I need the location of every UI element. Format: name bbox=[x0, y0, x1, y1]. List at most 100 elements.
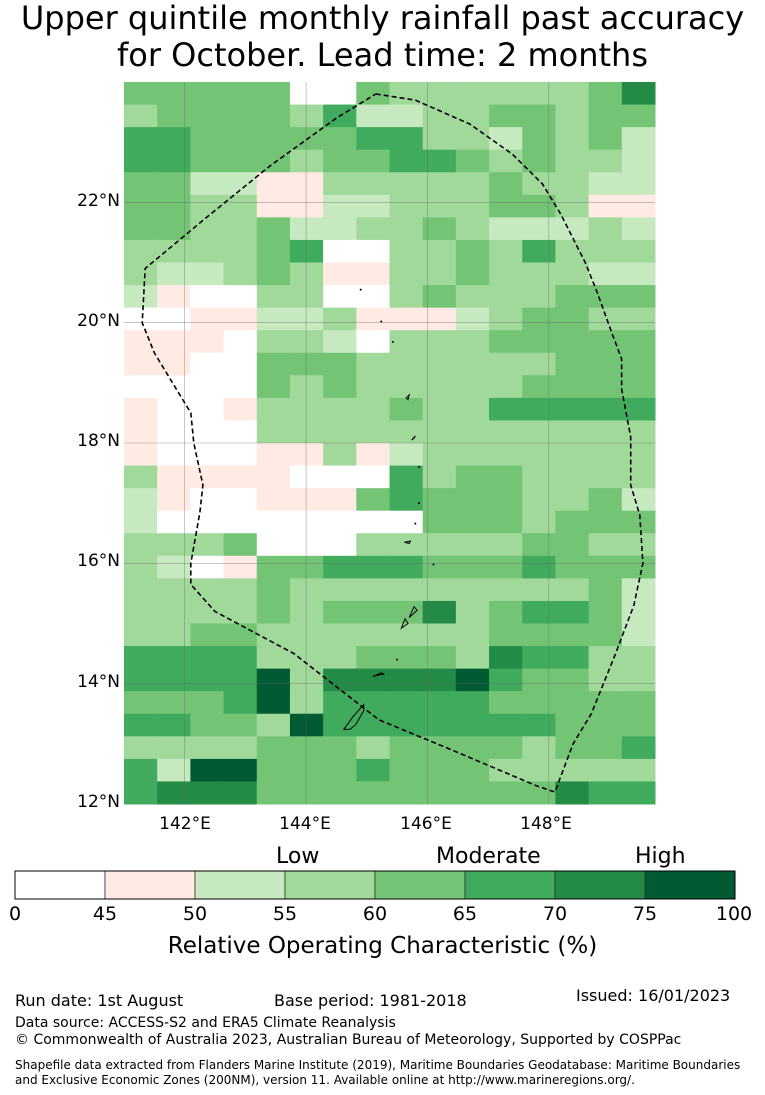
grid-cell bbox=[124, 127, 158, 151]
grid-cell bbox=[489, 691, 523, 715]
grid-cell bbox=[157, 82, 191, 106]
grid-cell bbox=[256, 465, 291, 489]
colorbar bbox=[14, 870, 736, 900]
grid-cell bbox=[455, 330, 490, 354]
island-outline bbox=[400, 617, 409, 630]
grid-cell bbox=[522, 420, 556, 444]
grid-cell bbox=[522, 352, 556, 376]
grid-cell bbox=[489, 352, 523, 376]
grid-cell bbox=[588, 375, 623, 399]
grid-cell bbox=[289, 736, 324, 760]
island-outline bbox=[404, 540, 412, 545]
grid-cell bbox=[455, 397, 490, 421]
grid-cell bbox=[522, 330, 556, 354]
grid-cell bbox=[323, 555, 357, 579]
grid-cell bbox=[289, 194, 324, 218]
grid-cell bbox=[422, 578, 457, 602]
grid-cell bbox=[356, 397, 390, 421]
grid-cell bbox=[190, 127, 225, 151]
grid-cell bbox=[190, 781, 225, 805]
grid-cell bbox=[124, 781, 158, 805]
grid-cell bbox=[157, 713, 191, 737]
grid-cell bbox=[256, 104, 291, 128]
grid-cell bbox=[157, 623, 191, 647]
grid-cell bbox=[422, 781, 457, 805]
grid-cell bbox=[489, 646, 523, 670]
grid-cell bbox=[522, 285, 556, 309]
grid-cell bbox=[256, 307, 291, 331]
grid-cell bbox=[323, 758, 357, 782]
grid-cell bbox=[124, 420, 158, 444]
grid-cell bbox=[588, 82, 623, 106]
grid-cell bbox=[489, 217, 523, 241]
grid-cell bbox=[389, 781, 424, 805]
issued-date: Issued: 16/01/2023 bbox=[576, 986, 731, 1005]
grid-cell bbox=[455, 713, 490, 737]
grid-cell bbox=[190, 758, 225, 782]
grid-cell bbox=[422, 262, 457, 286]
grid-cell bbox=[389, 82, 424, 106]
grid-cell bbox=[323, 646, 357, 670]
grid-cell bbox=[256, 600, 291, 624]
grid-cell bbox=[621, 600, 656, 624]
grid-cell bbox=[422, 443, 457, 467]
grid-cell bbox=[289, 668, 324, 692]
grid-cell bbox=[124, 578, 158, 602]
grid-cell bbox=[621, 330, 656, 354]
grid-cell bbox=[422, 533, 457, 557]
grid-cell bbox=[157, 420, 191, 444]
lat-tick-20: 20°N bbox=[77, 311, 120, 331]
lat-tick-18: 18°N bbox=[77, 431, 120, 451]
grid-cell bbox=[422, 217, 457, 241]
grid-cell bbox=[323, 172, 357, 196]
grid-cell bbox=[289, 623, 324, 647]
grid-cell bbox=[588, 488, 623, 512]
grid-cell bbox=[455, 285, 490, 309]
grid-cell bbox=[157, 262, 191, 286]
grid-cell bbox=[455, 646, 490, 670]
grid-cell bbox=[455, 533, 490, 557]
grid-cell bbox=[489, 510, 523, 534]
grid-cell bbox=[621, 781, 656, 805]
grid-cell bbox=[190, 510, 225, 534]
grid-cell bbox=[223, 285, 258, 309]
grid-cell bbox=[157, 510, 191, 534]
grid-cell bbox=[356, 307, 390, 331]
grid-cell bbox=[256, 691, 291, 715]
grid-cell bbox=[157, 330, 191, 354]
grid-cell bbox=[555, 488, 590, 512]
grid-cell bbox=[356, 262, 390, 286]
grid-cell bbox=[555, 352, 590, 376]
grid-cell bbox=[124, 285, 158, 309]
grid-cell bbox=[422, 172, 457, 196]
grid-cell bbox=[223, 397, 258, 421]
grid-cell bbox=[289, 217, 324, 241]
colorbar-tick-100: 100 bbox=[715, 903, 753, 925]
grid-cell bbox=[323, 330, 357, 354]
grid-cell bbox=[124, 623, 158, 647]
grid-cell bbox=[522, 397, 556, 421]
grid-cell bbox=[323, 82, 357, 106]
grid-cell bbox=[422, 239, 457, 263]
grid-cell bbox=[157, 736, 191, 760]
grid-cell bbox=[455, 149, 490, 173]
grid-cell bbox=[323, 510, 357, 534]
grid-cell bbox=[223, 194, 258, 218]
grid-cell bbox=[422, 713, 457, 737]
base-period: Base period: 1981-2018 bbox=[274, 991, 467, 1010]
grid-cell bbox=[422, 82, 457, 106]
grid-cell bbox=[422, 330, 457, 354]
grid-cell bbox=[124, 600, 158, 624]
grid-cell bbox=[190, 420, 225, 444]
grid-cell bbox=[124, 239, 158, 263]
grid-cell bbox=[489, 330, 523, 354]
grid-cell bbox=[323, 443, 357, 467]
grid-cell bbox=[422, 623, 457, 647]
grid-cell bbox=[555, 397, 590, 421]
grid-cell bbox=[323, 307, 357, 331]
grid-cell bbox=[489, 262, 523, 286]
colorbar-tick-45: 45 bbox=[92, 903, 118, 925]
run-date: Run date: 1st August bbox=[15, 991, 184, 1010]
grid-cell bbox=[190, 713, 225, 737]
grid-cell bbox=[588, 691, 623, 715]
